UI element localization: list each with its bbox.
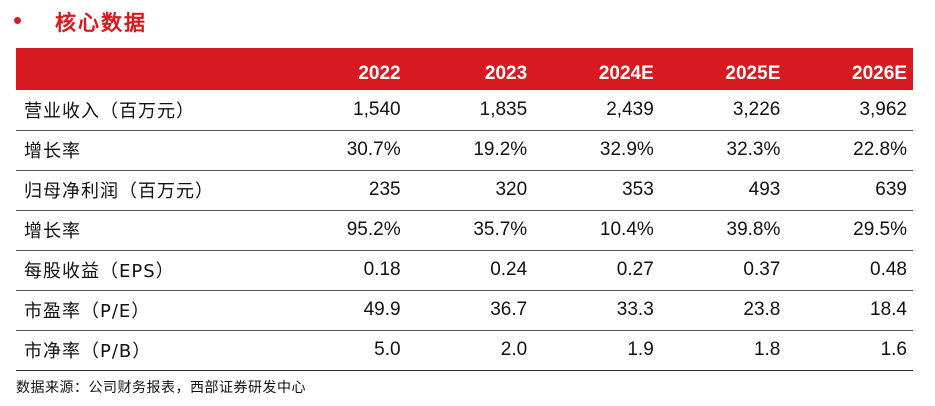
table-cell: 32.9% — [599, 139, 654, 160]
table-cell: 493 — [748, 179, 781, 200]
table-row: 增长率 95.2% 35.7% 10.4% 39.8% 29.5% — [16, 210, 913, 250]
table-cell: 3,226 — [732, 98, 781, 120]
row-label: 营业收入（百万元） — [24, 100, 195, 122]
table-cell: 1,540 — [353, 98, 401, 120]
table-cell: 23.8 — [743, 299, 781, 320]
row-label: 增长率 — [24, 221, 81, 242]
header-cell-label — [16, 48, 280, 90]
table-cell: 35.7% — [473, 219, 528, 240]
table-cell: 30.7% — [346, 139, 401, 160]
table-row: 增长率 30.7% 19.2% 32.9% 32.3% 22.8% — [16, 130, 913, 170]
table-cell: 29.5% — [853, 219, 907, 240]
header-cell-year: 2022 — [358, 63, 401, 84]
table-cell: 49.9 — [363, 299, 401, 320]
table-cell: 36.7 — [490, 299, 528, 320]
row-label: 归母净利润（百万元） — [24, 181, 214, 202]
row-label: 每股收益（EPS） — [24, 261, 175, 282]
table-cell: 1.8 — [753, 339, 781, 360]
table-cell: 1,835 — [479, 98, 528, 120]
table-header-row: 2022 2023 2024E 2025E 2026E — [16, 48, 913, 90]
table-row: 每股收益（EPS） 0.18 0.24 0.27 0.37 0.48 — [16, 250, 913, 290]
table-cell: 32.3% — [726, 139, 781, 160]
bullet-icon — [14, 16, 21, 24]
table-cell: 320 — [495, 179, 528, 200]
table-cell: 22.8% — [853, 139, 907, 160]
header-cell-year: 2023 — [484, 63, 528, 84]
source-note: 数据来源：公司财务报表，西部证券研发中心 — [16, 380, 306, 396]
table-cell: 235 — [368, 179, 401, 200]
table-cell: 39.8% — [726, 219, 781, 240]
table-cell: 0.37 — [743, 259, 781, 280]
row-label: 增长率 — [24, 141, 81, 162]
table-row: 市净率（P/B） 5.0 2.0 1.9 1.8 1.6 — [16, 330, 913, 370]
table-cell: 2,439 — [606, 98, 654, 120]
section-title: 核心数据 — [14, 6, 147, 38]
table-cell: 0.27 — [616, 259, 654, 280]
table-cell: 3,962 — [859, 98, 907, 120]
table-cell: 10.4% — [599, 219, 654, 240]
table-cell: 353 — [622, 179, 654, 200]
table-row: 市盈率（P/E） 49.9 36.7 33.3 23.8 18.4 — [16, 290, 913, 330]
core-data-table: 2022 2023 2024E 2025E 2026E 营业收入（百万元） 1,… — [16, 48, 913, 371]
header-cell-year: 2026E — [852, 63, 907, 84]
row-label: 市净率（P/B） — [24, 341, 152, 362]
table-cell: 2.0 — [500, 339, 528, 360]
table-cell: 0.48 — [870, 259, 907, 280]
table-cell: 0.24 — [490, 259, 528, 280]
table-cell: 33.3 — [616, 299, 654, 320]
table-cell: 1.6 — [880, 339, 907, 360]
table-cell: 1.9 — [627, 339, 654, 360]
section-title-text: 核心数据 — [55, 10, 147, 35]
table-cell: 0.18 — [363, 259, 401, 280]
table-row: 归母净利润（百万元） 235 320 353 493 639 — [16, 170, 913, 210]
header-cell-year: 2025E — [725, 63, 781, 84]
table-cell: 95.2% — [346, 219, 401, 240]
row-label: 市盈率（P/E） — [24, 301, 151, 322]
table-cell: 19.2% — [473, 139, 528, 160]
table-row: 营业收入（百万元） 1,540 1,835 2,439 3,226 3,962 — [16, 90, 913, 130]
header-cell-year: 2024E — [598, 63, 654, 84]
table-cell: 5.0 — [374, 339, 401, 360]
table-cell: 639 — [875, 179, 907, 200]
table-cell: 18.4 — [870, 299, 907, 320]
